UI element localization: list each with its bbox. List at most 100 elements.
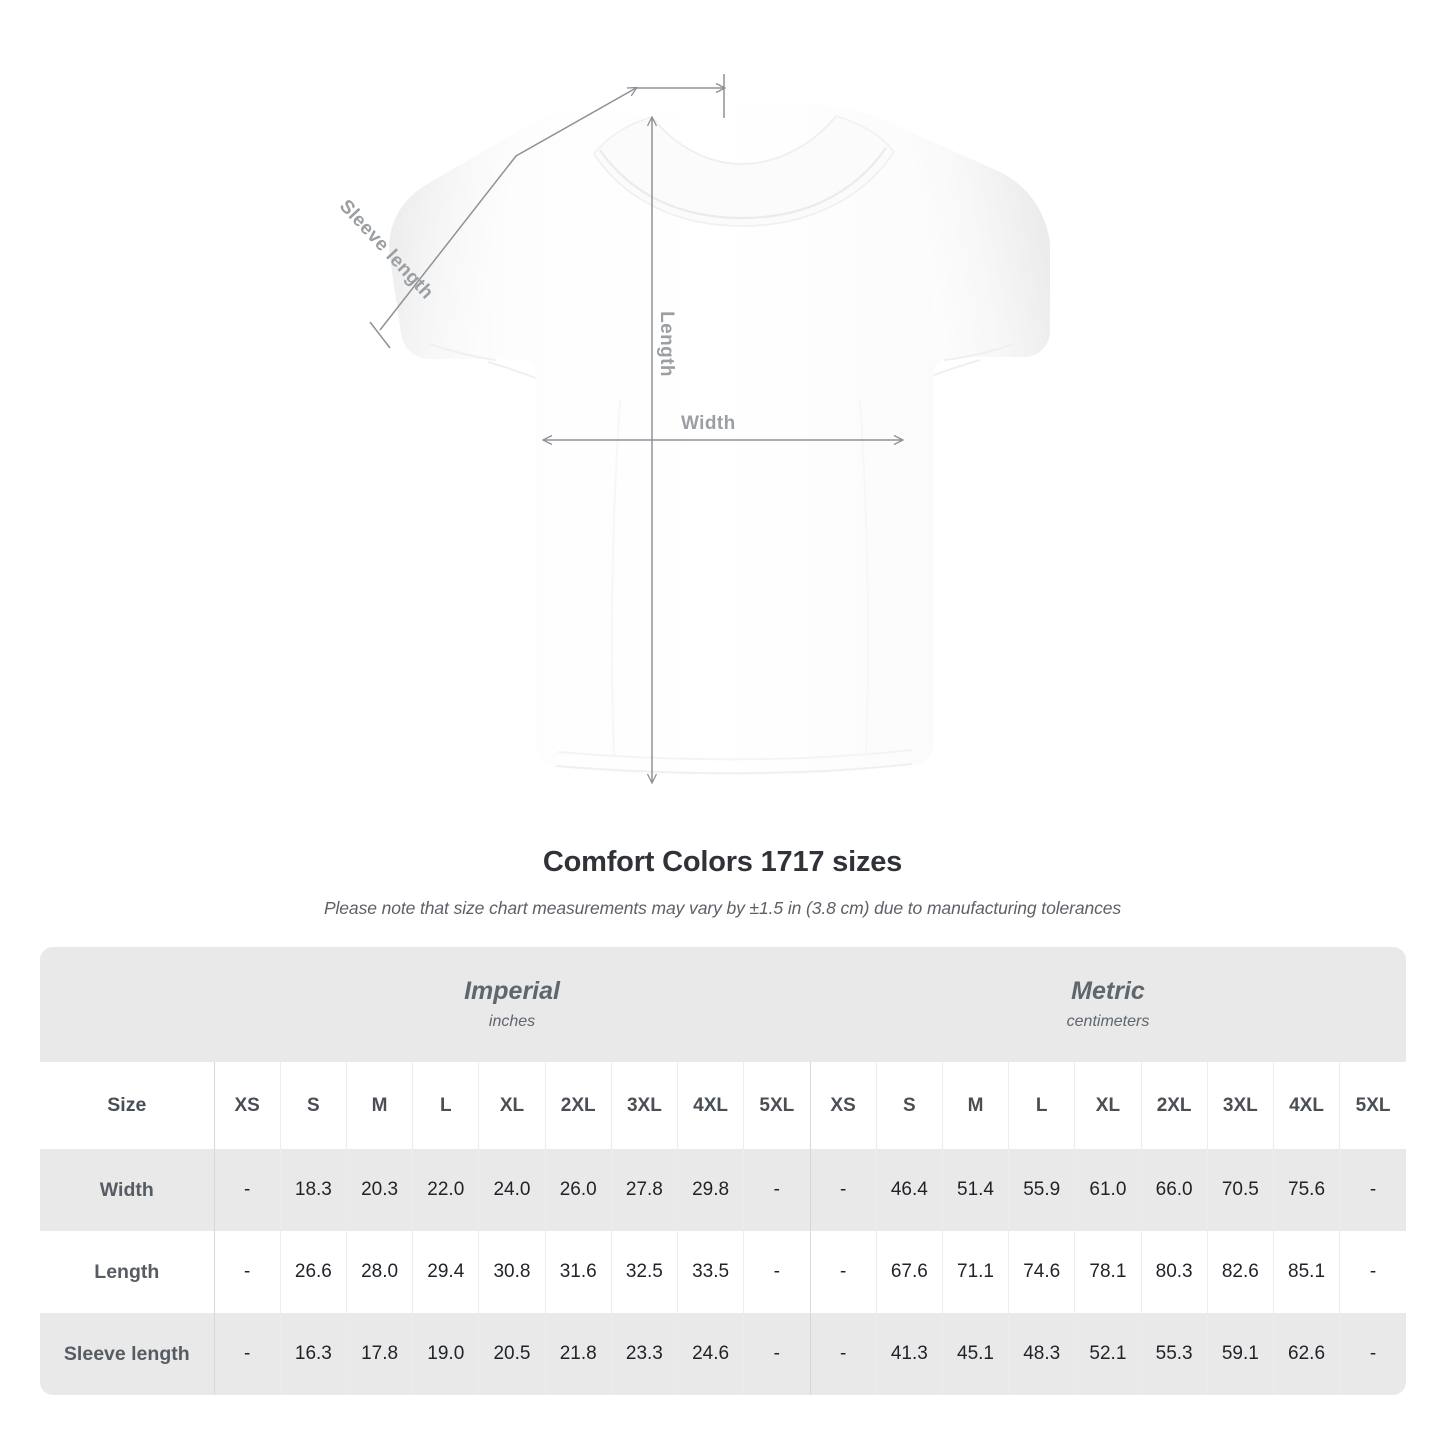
row-label-length: Length bbox=[40, 1231, 215, 1313]
cell-width-imperial-XL: 24.0 bbox=[478, 1149, 546, 1231]
size-header-cell-imperial-M: M bbox=[346, 1062, 414, 1149]
cell-width-imperial-M: 20.3 bbox=[346, 1149, 414, 1231]
cell-sleeve-length-imperial-M: 17.8 bbox=[346, 1313, 414, 1395]
table-row: Sleeve length -16.3 17.8 19.0 20.5 21.8 23.3 24… bbox=[40, 1313, 1406, 1395]
shirt-collar bbox=[593, 115, 895, 227]
cell-sleeve-length-metric-L: 48.3 bbox=[1008, 1313, 1076, 1395]
cell-length-metric-3XL: 82.6 bbox=[1207, 1231, 1274, 1313]
cell-width-imperial-S: 18.3 bbox=[280, 1149, 347, 1231]
cell-length-imperial-M: 28.0 bbox=[346, 1231, 414, 1313]
cell-width-imperial-4XL: 29.8 bbox=[677, 1149, 745, 1231]
cell-length-imperial-L: 29.4 bbox=[412, 1231, 480, 1313]
row-label-width: Width bbox=[40, 1149, 215, 1231]
cell-length-imperial-XL: 30.8 bbox=[478, 1231, 546, 1313]
cell-length-imperial-2XL: 31.6 bbox=[545, 1231, 612, 1313]
tshirt-measurement-diagram: Sleeve length Length Width bbox=[335, 74, 1050, 830]
cell-sleeve-length-metric-XL: 52.1 bbox=[1074, 1313, 1142, 1395]
cell-length-metric-L: 74.6 bbox=[1008, 1231, 1076, 1313]
tshirt-illustration bbox=[369, 74, 1050, 830]
cell-width-metric-M: 51.4 bbox=[942, 1149, 1010, 1231]
page-title: Comfort Colors 1717 sizes bbox=[542, 846, 903, 878]
shirt-fold-lines bbox=[429, 343, 1015, 775]
cell-length-imperial-XS: - bbox=[214, 1231, 281, 1313]
cell-length-metric-XL: 78.1 bbox=[1074, 1231, 1142, 1313]
size-header-cell-metric-L: L bbox=[1008, 1062, 1076, 1149]
size-header-label: Size bbox=[40, 1062, 215, 1149]
size-header-cell-metric-2XL: 2XL bbox=[1141, 1062, 1208, 1149]
size-header-cell-metric-5XL: 5XL bbox=[1339, 1062, 1406, 1149]
cell-sleeve-length-imperial-S: 16.3 bbox=[280, 1313, 347, 1395]
unit-header-row: Imperial inches Metric centimeters bbox=[40, 947, 1406, 1062]
cell-sleeve-length-metric-3XL: 59.1 bbox=[1207, 1313, 1274, 1395]
cell-sleeve-length-imperial-2XL: 21.8 bbox=[545, 1313, 612, 1395]
unit-header-metric: Metric centimeters bbox=[810, 947, 1406, 1062]
size-header-cell-imperial-S: S bbox=[280, 1062, 347, 1149]
cell-width-imperial-3XL: 27.8 bbox=[611, 1149, 678, 1231]
cell-width-metric-L: 55.9 bbox=[1008, 1149, 1076, 1231]
size-header-cell-metric-3XL: 3XL bbox=[1207, 1062, 1274, 1149]
cell-width-imperial-5XL: - bbox=[743, 1149, 811, 1231]
cell-sleeve-length-imperial-XL: 20.5 bbox=[478, 1313, 546, 1395]
cell-length-metric-XS: - bbox=[810, 1231, 877, 1313]
cell-length-imperial-3XL: 32.5 bbox=[611, 1231, 678, 1313]
cell-sleeve-length-imperial-L: 19.0 bbox=[412, 1313, 480, 1395]
cell-width-metric-4XL: 75.6 bbox=[1273, 1149, 1341, 1231]
cell-sleeve-length-metric-XS: - bbox=[810, 1313, 877, 1395]
size-header-cell-metric-4XL: 4XL bbox=[1273, 1062, 1341, 1149]
size-header-cell-metric-S: S bbox=[876, 1062, 943, 1149]
size-header-cell-imperial-3XL: 3XL bbox=[611, 1062, 678, 1149]
unit-header-imperial: Imperial inches bbox=[214, 947, 810, 1062]
cell-sleeve-length-imperial-XS: - bbox=[214, 1313, 281, 1395]
size-header-cell-imperial-2XL: 2XL bbox=[545, 1062, 612, 1149]
size-header-cell-imperial-XS: XS bbox=[214, 1062, 281, 1149]
size-header-cell-metric-M: M bbox=[942, 1062, 1010, 1149]
size-chart-table-container: Imperial inches Metric centimeters Size XS S M L… bbox=[40, 947, 1406, 1395]
size-chart-table: Imperial inches Metric centimeters Size XS S M L… bbox=[40, 947, 1406, 1395]
cell-width-metric-XS: - bbox=[810, 1149, 877, 1231]
unit-name: Metric bbox=[1071, 976, 1145, 1005]
width-label: Width bbox=[681, 413, 736, 434]
cell-width-metric-S: 46.4 bbox=[876, 1149, 943, 1231]
cell-width-imperial-L: 22.0 bbox=[412, 1149, 480, 1231]
cell-width-metric-5XL: - bbox=[1339, 1149, 1406, 1231]
cell-sleeve-length-imperial-3XL: 23.3 bbox=[611, 1313, 678, 1395]
cell-width-imperial-2XL: 26.0 bbox=[545, 1149, 612, 1231]
size-header-cell-imperial-L: L bbox=[412, 1062, 480, 1149]
size-header-cell-imperial-4XL: 4XL bbox=[677, 1062, 745, 1149]
cell-width-imperial-XS: - bbox=[214, 1149, 281, 1231]
cell-length-metric-2XL: 80.3 bbox=[1141, 1231, 1208, 1313]
cell-sleeve-length-metric-M: 45.1 bbox=[942, 1313, 1010, 1395]
tolerance-note: Please note that size chart measurements… bbox=[323, 898, 1122, 918]
cell-length-imperial-4XL: 33.5 bbox=[677, 1231, 745, 1313]
cell-sleeve-length-imperial-5XL: - bbox=[743, 1313, 811, 1395]
unit-subtitle: inches bbox=[488, 1013, 536, 1031]
cell-sleeve-length-metric-4XL: 62.6 bbox=[1273, 1313, 1341, 1395]
cell-sleeve-length-metric-5XL: - bbox=[1339, 1313, 1406, 1395]
sleeve-length-dimension bbox=[369, 74, 724, 349]
size-header-cell-metric-XL: XL bbox=[1074, 1062, 1142, 1149]
size-header-cell-imperial-5XL: 5XL bbox=[743, 1062, 811, 1149]
cell-width-metric-XL: 61.0 bbox=[1074, 1149, 1142, 1231]
cell-length-metric-5XL: - bbox=[1339, 1231, 1406, 1313]
cell-width-metric-2XL: 66.0 bbox=[1141, 1149, 1208, 1231]
length-label: Length bbox=[655, 311, 677, 377]
cell-width-metric-3XL: 70.5 bbox=[1207, 1149, 1274, 1231]
unit-row-spacer bbox=[40, 947, 215, 1062]
cell-sleeve-length-metric-2XL: 55.3 bbox=[1141, 1313, 1208, 1395]
unit-subtitle: centimeters bbox=[1066, 1013, 1150, 1031]
size-header-cell-imperial-XL: XL bbox=[478, 1062, 546, 1149]
cell-sleeve-length-imperial-4XL: 24.6 bbox=[677, 1313, 745, 1395]
cell-sleeve-length-metric-S: 41.3 bbox=[876, 1313, 943, 1395]
cell-length-metric-S: 67.6 bbox=[876, 1231, 943, 1313]
table-row: Length -26.6 28.0 29.4 30.8 31.6 32.5 33.5- -67.… bbox=[40, 1231, 1406, 1313]
size-header-row: Size XS S M L XL 2XL 3XL 4XL 5XL XS S M L XL 2XL 3XL 4XL 5… bbox=[40, 1062, 1406, 1149]
size-header-cell-metric-XS: XS bbox=[810, 1062, 877, 1149]
sleeve-tick bbox=[369, 321, 391, 349]
cell-length-metric-M: 71.1 bbox=[942, 1231, 1010, 1313]
sleeve-leader-line bbox=[379, 88, 636, 331]
row-label-sleeve-length: Sleeve length bbox=[40, 1313, 215, 1395]
table-row: Width -18.3 20.3 22.0 24.0 26.0 27.8 29.8- -46.4… bbox=[40, 1149, 1406, 1231]
cell-length-imperial-5XL: - bbox=[743, 1231, 811, 1313]
heading-block: Comfort Colors 1717 sizes Please note th… bbox=[0, 846, 1445, 919]
unit-name: Imperial bbox=[464, 976, 560, 1005]
